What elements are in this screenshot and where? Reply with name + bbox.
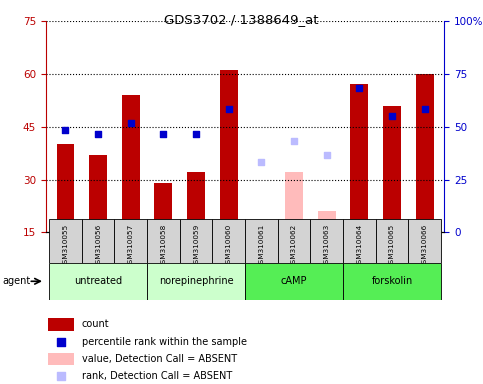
Text: GSM310063: GSM310063 — [324, 224, 330, 268]
Text: forskolin: forskolin — [371, 276, 413, 286]
Bar — [343, 263, 441, 300]
Bar — [285, 172, 303, 232]
Point — [127, 120, 135, 126]
Bar — [245, 263, 343, 300]
Bar — [343, 219, 376, 263]
Bar — [155, 183, 172, 232]
Point — [257, 159, 265, 165]
Bar — [180, 219, 213, 263]
Bar — [122, 95, 140, 232]
Text: GSM310060: GSM310060 — [226, 224, 232, 268]
Text: GSM310055: GSM310055 — [62, 224, 69, 268]
Text: GSM310057: GSM310057 — [128, 224, 134, 268]
Text: GSM310059: GSM310059 — [193, 224, 199, 268]
Text: value, Detection Call = ABSENT: value, Detection Call = ABSENT — [82, 354, 237, 364]
Bar — [416, 74, 434, 232]
Bar — [49, 219, 82, 263]
Text: agent: agent — [2, 276, 30, 286]
Text: norepinephrine: norepinephrine — [159, 276, 233, 286]
Bar — [48, 318, 74, 331]
Bar — [147, 219, 180, 263]
Text: cAMP: cAMP — [281, 276, 307, 286]
Bar — [409, 219, 441, 263]
Bar — [220, 70, 238, 232]
Bar — [114, 219, 147, 263]
Point — [388, 113, 396, 119]
Point — [323, 152, 331, 158]
Bar — [213, 219, 245, 263]
Text: count: count — [82, 319, 109, 329]
Text: rank, Detection Call = ABSENT: rank, Detection Call = ABSENT — [82, 371, 232, 381]
Text: GSM310056: GSM310056 — [95, 224, 101, 268]
Point — [62, 127, 70, 133]
Bar — [57, 144, 74, 232]
Point — [192, 131, 200, 137]
Bar — [49, 263, 147, 300]
Point — [57, 373, 65, 379]
Text: percentile rank within the sample: percentile rank within the sample — [82, 337, 247, 347]
Point — [159, 131, 167, 137]
Bar — [48, 353, 74, 365]
Bar — [245, 219, 278, 263]
Text: GSM310066: GSM310066 — [422, 224, 428, 268]
Bar — [318, 211, 336, 232]
Bar — [376, 219, 409, 263]
Text: GSM310058: GSM310058 — [160, 224, 167, 268]
Point — [225, 106, 233, 112]
Bar — [187, 172, 205, 232]
Text: GSM310061: GSM310061 — [258, 224, 265, 268]
Text: GDS3702 / 1388649_at: GDS3702 / 1388649_at — [164, 13, 319, 26]
Point — [355, 85, 363, 91]
Bar — [253, 230, 270, 232]
Text: GSM310062: GSM310062 — [291, 224, 297, 268]
Text: untreated: untreated — [74, 276, 122, 286]
Text: GSM310064: GSM310064 — [356, 224, 362, 268]
Bar — [311, 219, 343, 263]
Bar — [278, 219, 311, 263]
Point — [421, 106, 428, 112]
Bar — [82, 219, 114, 263]
Point — [290, 138, 298, 144]
Point — [94, 131, 102, 137]
Bar — [147, 263, 245, 300]
Bar — [383, 106, 401, 232]
Bar — [89, 155, 107, 232]
Bar — [351, 84, 369, 232]
Point — [57, 339, 65, 345]
Text: GSM310065: GSM310065 — [389, 224, 395, 268]
